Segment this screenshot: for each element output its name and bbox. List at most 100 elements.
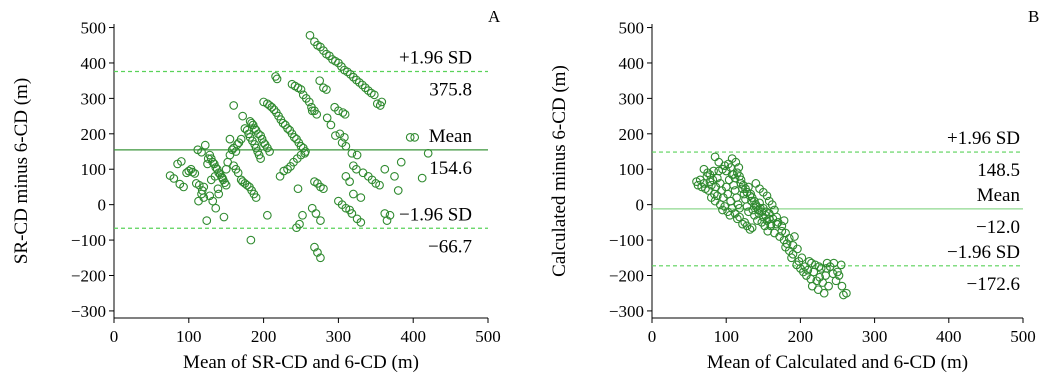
reference-line-value: 154.6 — [429, 158, 472, 179]
data-point — [726, 163, 736, 172]
data-point — [199, 193, 209, 202]
x-axis-title: Mean of SR-CD and 6-CD (m) — [183, 352, 419, 373]
data-point — [735, 212, 744, 222]
data-point — [767, 200, 777, 210]
data-point — [732, 193, 741, 202]
data-point — [300, 148, 310, 158]
data-point — [354, 78, 364, 87]
data-point — [423, 148, 433, 158]
data-point — [770, 228, 779, 238]
y-tick-label: 300 — [81, 89, 107, 108]
data-point — [382, 216, 392, 225]
data-point — [747, 223, 757, 233]
y-tick-label: 200 — [619, 125, 645, 144]
data-point — [298, 210, 307, 220]
x-tick-label: 300 — [326, 327, 352, 346]
data-point — [745, 225, 755, 234]
data-point — [723, 189, 733, 199]
data-point — [750, 196, 759, 206]
data-point — [724, 175, 734, 185]
x-tick-label: 0 — [110, 327, 119, 346]
data-point — [405, 132, 415, 142]
data-point — [316, 216, 325, 225]
y-axis-title: SR-CD minus 6-CD (m) — [11, 78, 32, 264]
data-point — [709, 166, 718, 176]
y-tick-label: 100 — [81, 160, 107, 179]
data-point — [229, 101, 239, 110]
data-point — [815, 272, 825, 282]
data-point — [352, 164, 361, 174]
data-point — [730, 173, 740, 183]
data-point — [777, 221, 787, 231]
data-point — [837, 281, 847, 291]
data-point — [310, 242, 319, 252]
data-point — [208, 157, 218, 167]
data-point — [278, 118, 288, 128]
data-point — [375, 101, 385, 110]
data-point — [343, 67, 352, 77]
data-point — [417, 173, 427, 183]
reference-line-label: Mean — [977, 185, 1021, 206]
y-tick-label: 400 — [81, 54, 107, 73]
data-point — [349, 72, 358, 82]
data-point — [219, 212, 229, 222]
data-point — [304, 97, 314, 107]
data-point — [169, 174, 179, 183]
data-point — [202, 216, 212, 225]
data-point — [357, 80, 367, 90]
data-point — [836, 260, 846, 270]
data-point — [213, 184, 223, 194]
data-point — [369, 90, 379, 100]
data-point — [341, 141, 351, 151]
panel-letter: A — [488, 7, 501, 26]
data-point — [179, 182, 188, 192]
y-tick-label: 0 — [98, 196, 107, 215]
data-point — [345, 177, 354, 186]
data-point — [707, 180, 716, 190]
data-point — [712, 191, 722, 201]
data-point — [296, 85, 306, 94]
data-point — [307, 203, 317, 213]
x-tick-label: 200 — [788, 327, 814, 346]
y-tick-label: −200 — [609, 266, 644, 285]
data-point — [824, 281, 833, 291]
data-point — [729, 180, 738, 190]
reference-line-value: −172.6 — [967, 274, 1020, 295]
data-point — [211, 203, 221, 213]
data-point — [236, 134, 246, 144]
data-point — [305, 30, 315, 40]
data-point — [283, 124, 292, 133]
x-tick-label: 100 — [713, 327, 739, 346]
data-point — [340, 109, 350, 119]
data-point — [793, 244, 802, 254]
data-point — [797, 253, 807, 263]
data-point — [760, 221, 770, 231]
data-point — [352, 75, 361, 85]
data-point — [803, 265, 813, 275]
data-point — [256, 154, 265, 163]
data-point — [360, 83, 370, 93]
data-point — [233, 168, 243, 178]
data-point — [205, 191, 215, 201]
y-tick-label: 500 — [81, 19, 107, 38]
data-point — [738, 219, 747, 229]
data-point — [311, 209, 321, 218]
data-point — [334, 106, 343, 116]
data-point — [842, 288, 851, 298]
data-point — [188, 167, 197, 177]
data-point — [807, 258, 816, 268]
data-point — [714, 157, 724, 167]
data-point — [356, 218, 366, 227]
data-point — [784, 233, 794, 243]
reference-line-label: Mean — [429, 126, 473, 147]
data-point — [221, 180, 231, 190]
data-point — [731, 157, 741, 167]
data-point — [790, 232, 799, 241]
data-point — [200, 140, 210, 150]
y-tick-label: −200 — [71, 266, 106, 285]
data-point — [819, 288, 829, 298]
data-point — [349, 189, 358, 199]
data-point — [225, 134, 235, 144]
data-point — [375, 180, 384, 190]
